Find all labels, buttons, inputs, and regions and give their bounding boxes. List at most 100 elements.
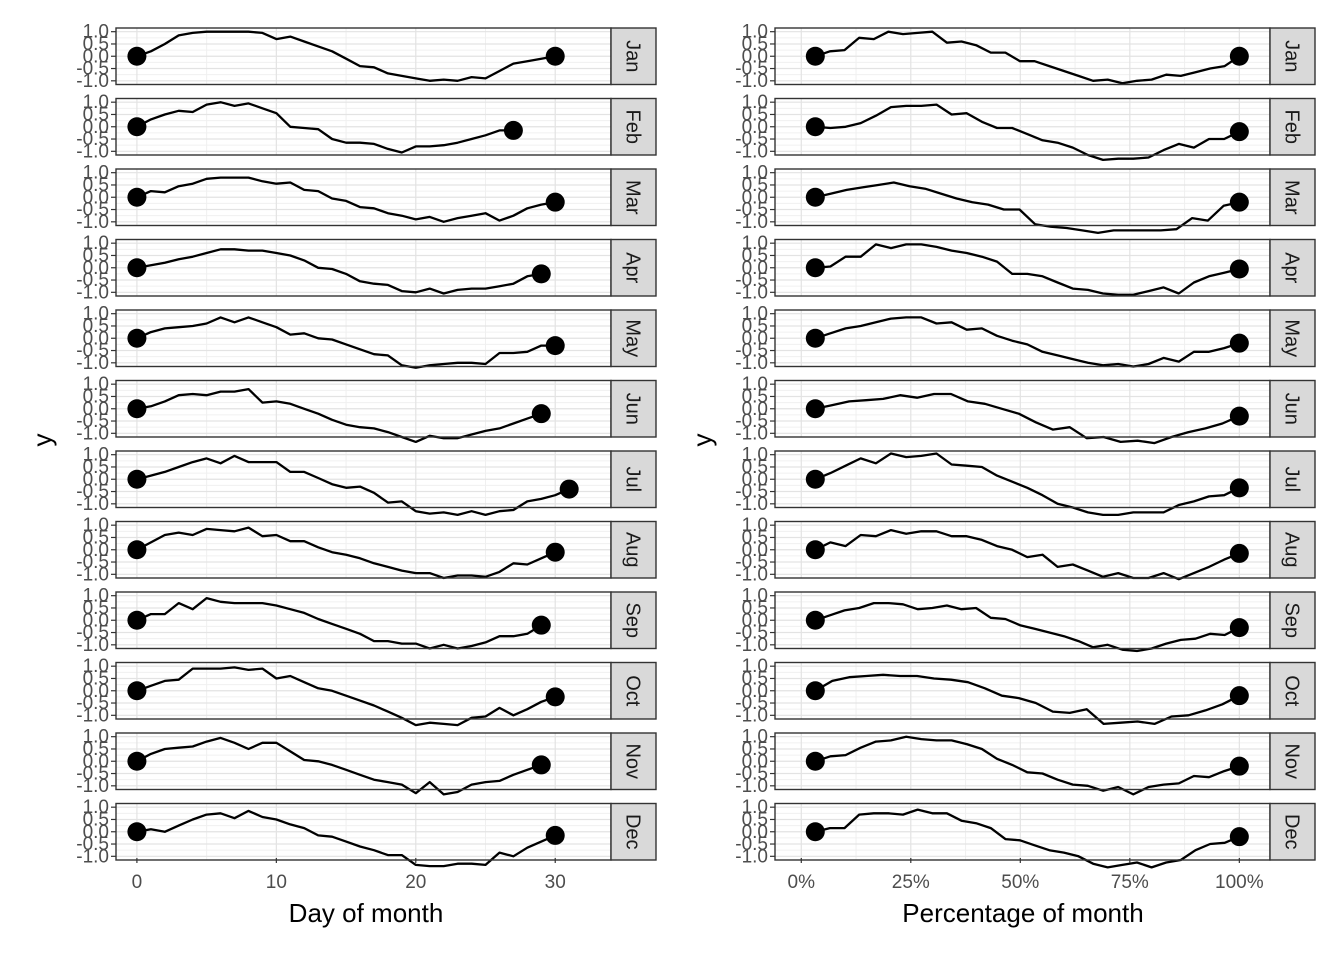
facet-strip [610, 732, 657, 791]
y-tick-label: -0.5 [735, 59, 768, 80]
y-tick-label: -1.0 [76, 564, 109, 585]
facet-strip [610, 661, 657, 720]
end-point-marker [545, 825, 565, 845]
y-tick-label: -0.5 [735, 129, 768, 150]
facet-strip-label: Dec [622, 814, 644, 850]
y-tick-label: 0.5 [83, 809, 109, 830]
right-x-axis-title: Percentage of month [902, 898, 1143, 928]
end-point-marker [1229, 333, 1249, 353]
y-tick-label: -0.5 [735, 552, 768, 573]
y-tick-label: -0.5 [76, 482, 109, 503]
facet-strip [610, 591, 657, 650]
y-tick-label: 1.0 [83, 515, 109, 536]
start-point-marker [127, 822, 147, 842]
y-tick-label: 0.0 [83, 610, 109, 631]
y-tick-label: -1.0 [76, 705, 109, 726]
y-tick-label: 1.0 [742, 374, 768, 395]
y-tick-label: 1.0 [83, 374, 109, 395]
facet-strip [1269, 661, 1316, 720]
facet-strip [1269, 27, 1316, 86]
y-tick-label: -1.0 [735, 494, 768, 515]
x-tick-label: 20 [405, 872, 426, 893]
y-tick-label: 0.5 [83, 739, 109, 760]
facet-strip [610, 309, 657, 368]
facet-strip-label: Nov [1281, 743, 1303, 779]
start-point-marker [805, 610, 825, 630]
facet-strip-label: Jul [1281, 466, 1303, 492]
y-tick-label: 1.0 [742, 22, 768, 43]
y-tick-label: -0.5 [735, 411, 768, 432]
x-tick-label: 100% [1215, 872, 1264, 893]
y-tick-label: 1.0 [742, 656, 768, 677]
end-point-marker [1229, 46, 1249, 66]
y-tick-label: -0.5 [735, 482, 768, 503]
facet-mar-panel-1: Mar -1.0-0.50.00.51.0 [76, 163, 657, 233]
y-tick-label: -0.5 [735, 341, 768, 362]
series-line-dec [136, 809, 556, 868]
y-tick-label: -0.5 [76, 623, 109, 644]
y-tick-label: -0.5 [76, 59, 109, 80]
facet-jan-panel-1: Jan -1.0-0.50.00.51.0 [76, 22, 657, 92]
series-line-oct [136, 666, 556, 727]
facet-strip [1269, 591, 1316, 650]
series-line-apr [136, 248, 542, 295]
facet-strip-label: Nov [622, 743, 644, 779]
series-line-aug [136, 526, 556, 580]
facet-strip-label: Jan [1281, 40, 1303, 72]
y-tick-label: 0.5 [742, 316, 768, 337]
facet-nov-panel-2: Nov -1.0-0.50.00.51.0 [735, 727, 1316, 797]
y-tick-label: 0.0 [742, 46, 768, 67]
series-line-may [814, 316, 1240, 368]
y-tick-label: 0.0 [742, 681, 768, 702]
y-tick-label: -1.0 [735, 635, 768, 656]
y-tick-label: -0.5 [735, 270, 768, 291]
facet-strip [1269, 168, 1316, 227]
y-tick-label: 0.5 [83, 245, 109, 266]
facet-strip-label: Jun [622, 393, 644, 425]
end-point-marker [1229, 827, 1249, 847]
right-y-axis-title: y [687, 434, 717, 447]
x-tick-label: 25% [892, 872, 930, 893]
start-point-marker [127, 399, 147, 419]
end-point-marker [503, 120, 523, 140]
y-tick-label: 0.0 [742, 117, 768, 138]
series-line-jan [814, 30, 1240, 85]
y-tick-label: 1.0 [83, 304, 109, 325]
end-point-marker [1229, 478, 1249, 498]
start-point-marker [805, 328, 825, 348]
series-line-mar [136, 176, 556, 223]
y-tick-label: 0.0 [83, 328, 109, 349]
facet-strip-label: Jun [1281, 393, 1303, 425]
y-tick-label: -1.0 [76, 71, 109, 92]
series-line-jul [814, 452, 1240, 517]
facet-jul-panel-1: Jul -1.0-0.50.00.51.0 [76, 445, 657, 517]
y-tick-label: 1.0 [83, 163, 109, 184]
y-tick-label: -1.0 [76, 846, 109, 867]
end-point-marker [531, 404, 551, 424]
series-line-feb [136, 101, 514, 154]
facet-strip-label: Dec [1281, 814, 1303, 850]
y-tick-label: -1.0 [76, 494, 109, 515]
left-x-axis-title: Day of month [289, 898, 444, 928]
x-tick-label: 50% [1001, 872, 1039, 893]
start-point-marker [127, 117, 147, 137]
facet-apr-panel-1: Apr -1.0-0.50.00.51.0 [76, 233, 657, 303]
y-tick-label: 0.0 [742, 258, 768, 279]
y-tick-label: 0.5 [742, 598, 768, 619]
y-tick-label: -0.5 [76, 270, 109, 291]
y-tick-label: -1.0 [735, 141, 768, 162]
facet-dec-panel-1: Dec -1.0-0.50.00.51.0 [76, 797, 657, 868]
y-tick-label: -0.5 [735, 623, 768, 644]
facet-sep-panel-1: Sep -1.0-0.50.00.51.0 [76, 586, 657, 656]
facet-strip-label: Oct [1281, 675, 1303, 707]
y-tick-label: 1.0 [742, 233, 768, 254]
facet-oct-panel-2: Oct -1.0-0.50.00.51.0 [735, 656, 1316, 726]
y-tick-label: 0.5 [83, 316, 109, 337]
y-tick-label: -1.0 [76, 212, 109, 233]
facet-nov-panel-1: Nov -1.0-0.50.00.51.0 [76, 727, 657, 797]
facet-strip [610, 27, 657, 86]
y-tick-label: 0.5 [742, 175, 768, 196]
start-point-marker [805, 469, 825, 489]
facet-strip-label: Aug [1281, 532, 1303, 568]
y-tick-label: 1.0 [83, 727, 109, 748]
